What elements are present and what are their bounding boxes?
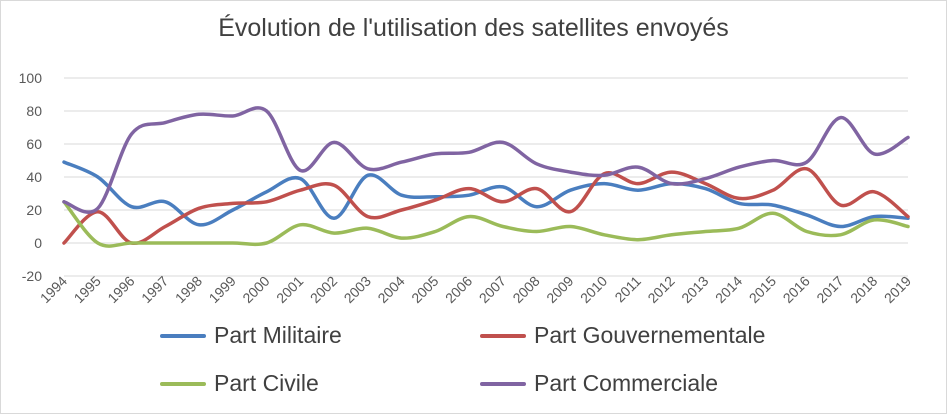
x-tick-label: 2018 xyxy=(847,273,880,306)
x-tick-label: 2000 xyxy=(239,273,272,306)
chart-title: Évolution de l'utilisation des satellite… xyxy=(218,14,729,42)
x-tick-label: 2013 xyxy=(678,273,711,306)
x-tick-label: 1996 xyxy=(104,273,137,306)
x-tick-label: 2004 xyxy=(374,273,407,306)
x-tick-label: 2009 xyxy=(543,273,576,306)
series-line-militaire xyxy=(62,160,910,229)
x-tick-label: 1997 xyxy=(138,273,171,306)
x-tick-label: 2008 xyxy=(509,273,542,306)
x-tick-label: 2006 xyxy=(442,273,475,306)
series-line-commerciale xyxy=(62,106,910,214)
x-tick-label: 2007 xyxy=(476,273,509,306)
y-tick-label: -20 xyxy=(22,268,42,284)
x-tick-label: 1998 xyxy=(172,273,205,306)
x-tick-label: 2010 xyxy=(577,273,610,306)
x-tick-label: 2003 xyxy=(341,273,374,306)
y-tick-label: 20 xyxy=(26,202,42,218)
x-tick-label: 2014 xyxy=(712,273,745,306)
y-tick-label: 0 xyxy=(34,235,42,251)
y-tick-label: 60 xyxy=(26,136,42,152)
y-tick-label: 80 xyxy=(26,103,42,119)
x-tick-label: 2016 xyxy=(779,273,812,306)
series-line-civile xyxy=(62,200,910,248)
x-tick-label: 2015 xyxy=(746,273,779,306)
x-tick-label: 2001 xyxy=(273,273,306,306)
x-tick-label: 2002 xyxy=(307,273,340,306)
series-line-gouvernementale xyxy=(62,167,910,245)
x-tick-label: 1995 xyxy=(71,273,104,306)
x-tick-label: 2019 xyxy=(881,273,914,306)
x-tick-label: 2011 xyxy=(611,273,644,306)
x-tick-label: 2005 xyxy=(408,273,441,306)
x-tick-label: 2017 xyxy=(813,273,846,306)
y-tick-label: 100 xyxy=(19,70,43,86)
y-tick-label: 40 xyxy=(26,169,42,185)
x-tick-label: 1999 xyxy=(206,273,239,306)
x-tick-label: 2012 xyxy=(644,273,677,306)
